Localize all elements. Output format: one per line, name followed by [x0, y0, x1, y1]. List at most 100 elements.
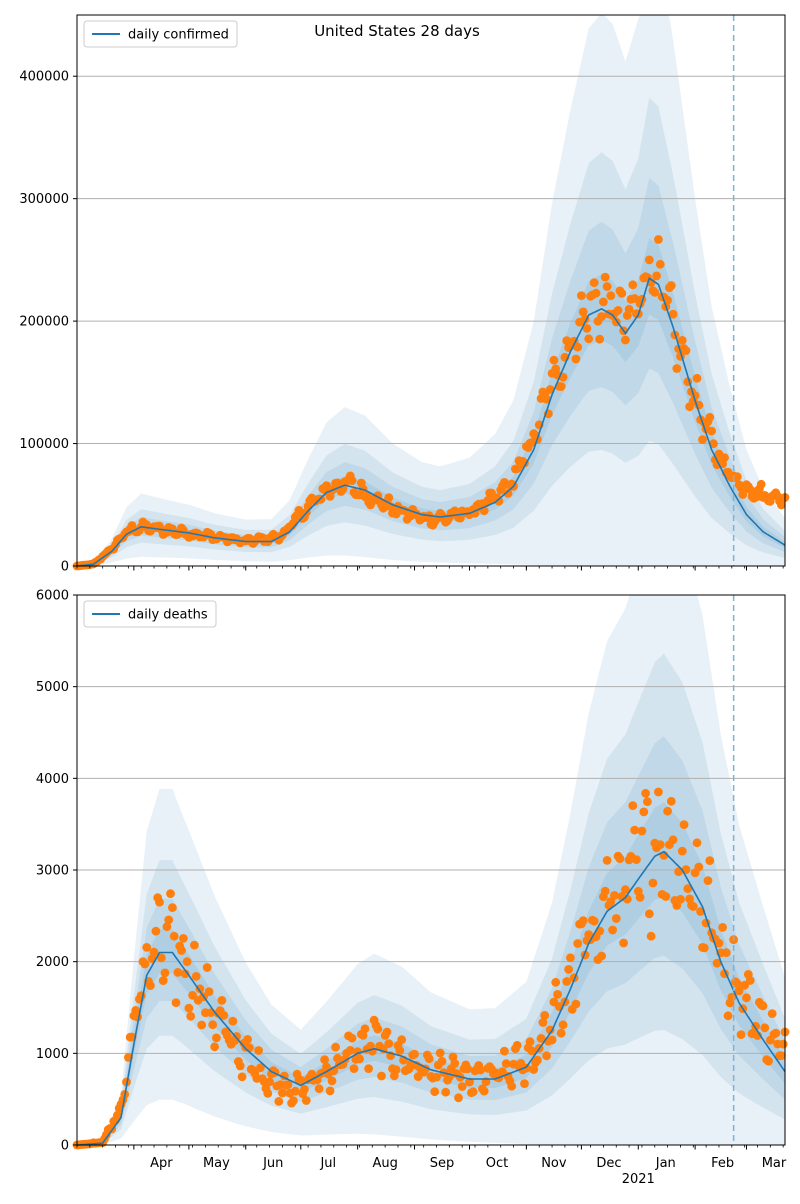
observed-point	[703, 876, 713, 885]
observed-point	[562, 977, 572, 986]
y-tick-label: 0	[61, 1139, 69, 1154]
confirmed-y-axis: 0 100000 200000 300000 400000	[19, 70, 77, 575]
observed-point	[432, 1072, 441, 1082]
observed-point	[705, 412, 715, 422]
observed-point	[113, 1110, 122, 1120]
observed-point	[600, 886, 610, 896]
observed-point	[644, 255, 654, 265]
observed-point	[602, 856, 612, 865]
observed-point	[578, 916, 588, 925]
x-month-label: Sep	[430, 1156, 455, 1171]
y-tick-label: 6000	[36, 589, 69, 604]
confirmed-model-line	[76, 277, 786, 567]
observed-point	[615, 854, 625, 863]
observed-point	[556, 1028, 566, 1038]
observed-point	[512, 1040, 522, 1050]
observed-point	[692, 838, 702, 848]
observed-point	[520, 1079, 529, 1088]
observed-point	[692, 373, 702, 383]
observed-point	[549, 355, 559, 365]
observed-point	[470, 508, 480, 518]
x-month-label: Aug	[372, 1156, 397, 1171]
observed-point	[558, 1020, 568, 1030]
observed-point	[666, 281, 676, 290]
observed-point	[767, 1009, 777, 1018]
observed-point	[628, 801, 638, 810]
observed-point	[764, 1056, 773, 1066]
observed-point	[212, 1033, 221, 1043]
observed-point	[639, 807, 649, 817]
observed-point	[600, 272, 610, 282]
observed-point	[529, 1065, 539, 1074]
observed-point	[463, 1064, 473, 1074]
observed-point	[320, 1055, 329, 1064]
observed-point	[314, 1084, 324, 1094]
observed-point	[553, 990, 562, 999]
observed-point	[331, 1042, 340, 1052]
observed-point	[577, 291, 586, 300]
observed-point	[736, 1030, 746, 1039]
observed-point	[624, 304, 634, 314]
y-tick-label: 2000	[36, 955, 69, 970]
observed-point	[536, 1034, 546, 1043]
observed-point	[140, 959, 150, 969]
observed-point	[551, 977, 561, 987]
observed-point	[142, 943, 152, 952]
observed-point	[476, 1065, 485, 1075]
year-label: 2021	[622, 1172, 655, 1187]
observed-point	[542, 394, 551, 404]
observed-point	[698, 435, 707, 444]
observed-point	[501, 1059, 511, 1068]
observed-point	[316, 494, 326, 504]
observed-point	[162, 922, 172, 932]
observed-point	[367, 1046, 377, 1056]
observed-point	[210, 1042, 220, 1052]
observed-point	[648, 878, 658, 888]
observed-point	[720, 453, 729, 463]
observed-point	[573, 939, 583, 948]
observed-point	[441, 1087, 451, 1097]
observed-point	[718, 923, 727, 932]
observed-point	[655, 259, 665, 269]
observed-point	[732, 472, 742, 482]
observed-point	[179, 934, 188, 943]
observed-point	[688, 902, 698, 911]
observed-point	[219, 1011, 229, 1020]
observed-point	[254, 1046, 263, 1055]
observed-point	[243, 1035, 253, 1044]
observed-point	[191, 972, 201, 981]
uncertainty-band	[77, 595, 785, 1145]
observed-point	[177, 946, 186, 955]
observed-point	[157, 953, 166, 963]
deaths-legend-box	[83, 600, 217, 628]
observed-point	[699, 943, 709, 953]
y-tick-label: 100000	[19, 437, 69, 452]
y-tick-label: 5000	[36, 680, 69, 695]
observed-point	[520, 458, 529, 468]
observed-point	[358, 1031, 368, 1040]
observed-point	[296, 1075, 306, 1085]
observed-point	[619, 938, 628, 948]
deaths-panel: 0 1000 2000 3000 4000 5000 6000 Apr May Jun Jul Au…	[36, 589, 790, 1187]
observed-point	[661, 892, 671, 901]
observed-point	[525, 1037, 535, 1047]
observed-point	[628, 280, 638, 290]
uncertainty-band	[77, 653, 785, 1145]
observed-point	[345, 1046, 355, 1055]
observed-point	[542, 1051, 551, 1061]
observed-point	[300, 1084, 309, 1094]
observed-point	[208, 1020, 218, 1030]
observed-point	[349, 1064, 359, 1073]
observed-point	[373, 1024, 383, 1034]
deaths-x-axis: Apr May Jun Jul Aug Sep Oct Nov Dec Jan Feb Mar	[76, 1145, 787, 1171]
observed-point	[564, 965, 573, 974]
observed-point	[360, 1024, 370, 1034]
observed-point	[650, 288, 660, 297]
observed-point	[732, 979, 742, 989]
observed-point	[158, 976, 168, 985]
observed-point	[204, 987, 214, 997]
deaths-legend: daily deaths	[83, 600, 217, 628]
x-month-label: Apr	[150, 1156, 173, 1171]
